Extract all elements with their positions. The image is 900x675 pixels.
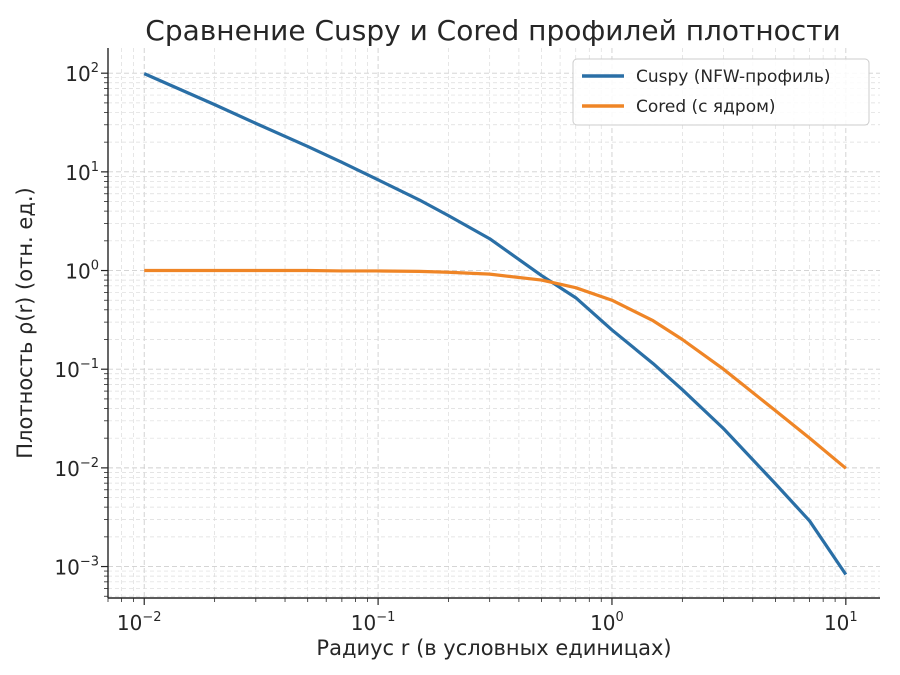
y-tick-label: 102 [65,61,99,86]
x-tick-labels: 10−2 10−1 100 101 [117,610,858,635]
y-tick-label: 10−2 [54,456,99,481]
y-tick-labels: 102 101 100 10−1 10−2 10−3 [54,61,99,579]
series-line-cored [144,268,847,470]
legend-label-cored: Cored (с ядром) [636,97,776,117]
y-tick-label: 100 [65,259,99,284]
series-line-cuspy [143,72,848,576]
y-tick-label: 101 [65,160,99,185]
x-tick-label: 101 [824,610,858,635]
x-tick-label: 100 [590,610,624,635]
x-tick-label: 10−2 [117,610,162,635]
chart-title: Сравнение Cuspy и Cored профилей плотнос… [145,14,840,47]
grid [107,48,880,598]
y-tick-label: 10−3 [54,555,99,580]
axes-spines [107,48,880,599]
legend-label-cuspy: Cuspy (NFW-профиль) [636,67,831,87]
x-axis-label: Радиус r (в условных единицах) [316,636,671,660]
series-lines [143,72,848,576]
legend: Cuspy (NFW-профиль) Cored (с ядром) [572,58,870,126]
axis-ticks [101,72,847,605]
legend-box [572,58,870,126]
y-axis-label: Плотность ρ(r) (отн. ед.) [13,187,37,458]
x-tick-label: 10−1 [351,610,396,635]
y-tick-label: 10−1 [54,357,99,382]
